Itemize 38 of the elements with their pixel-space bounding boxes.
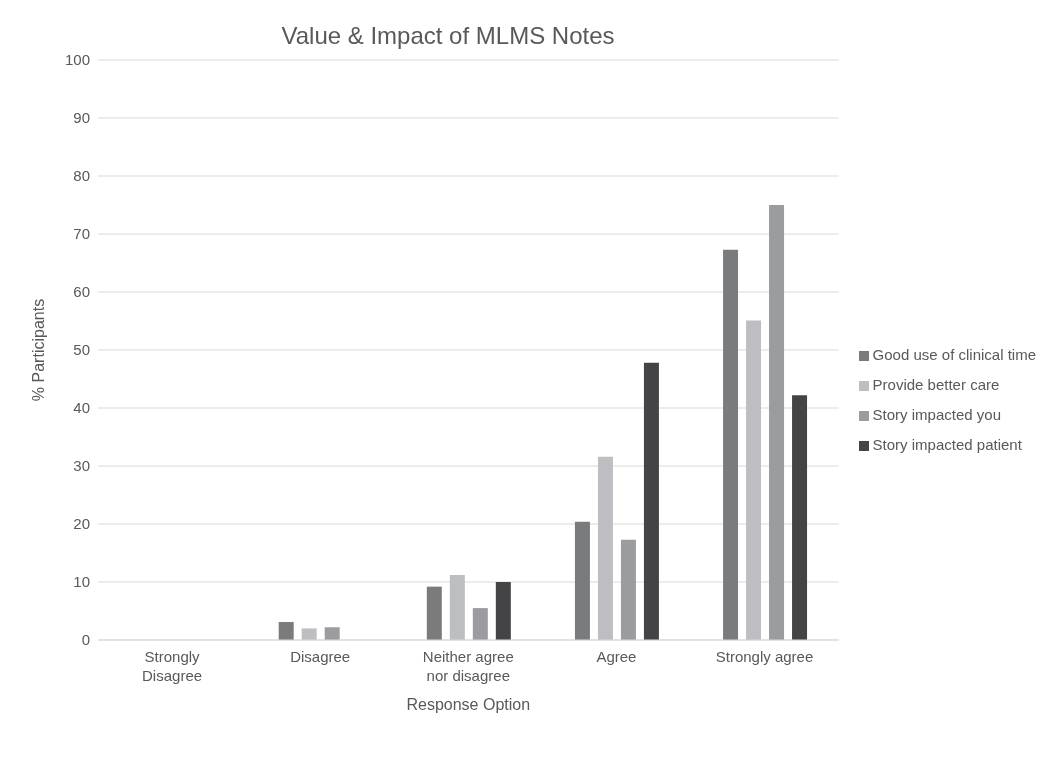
y-tick-label: 70	[73, 225, 90, 243]
bar	[574, 521, 590, 640]
y-tick-label: 10	[73, 573, 90, 591]
bar	[324, 627, 340, 640]
legend-label: Provide better care	[872, 376, 1000, 393]
x-tick-label: Disagree	[290, 648, 351, 665]
bar	[472, 608, 488, 640]
y-axis-title: % Participants	[29, 298, 47, 402]
bar	[495, 582, 511, 640]
y-tick-label: 60	[73, 283, 90, 301]
y-tick-label: 40	[73, 399, 90, 417]
legend-label: Story impacted patient	[872, 436, 1022, 453]
bar	[620, 539, 636, 640]
x-tick-label: Agree	[596, 648, 637, 665]
x-tick-label: Strongly agree	[715, 648, 814, 665]
legend-label: Story impacted you	[872, 406, 1001, 423]
bar	[278, 622, 294, 640]
bar	[746, 320, 762, 640]
bar	[597, 456, 613, 640]
bar	[449, 575, 465, 640]
bar	[301, 628, 317, 640]
bar	[723, 249, 739, 640]
x-axis-title: Response Option	[406, 696, 531, 713]
bar	[426, 586, 442, 640]
x-tick-label: Strongly Disagree	[142, 648, 203, 684]
bar	[769, 205, 785, 640]
y-tick-label: 0	[81, 631, 90, 649]
y-tick-label: 20	[73, 515, 90, 533]
legend-label: Good use of clinical time	[872, 346, 1036, 363]
bar	[643, 362, 659, 640]
y-tick-label: 30	[73, 457, 90, 475]
chart-title: Value & Impact of MLMS Notes	[280, 22, 616, 50]
y-tick-label: 90	[73, 109, 90, 127]
y-tick-label: 100	[64, 51, 90, 69]
bar	[792, 395, 808, 640]
x-tick-label: Neither agree nor disagree	[422, 648, 514, 684]
y-tick-label: 50	[73, 341, 90, 359]
y-tick-label: 80	[73, 167, 90, 185]
